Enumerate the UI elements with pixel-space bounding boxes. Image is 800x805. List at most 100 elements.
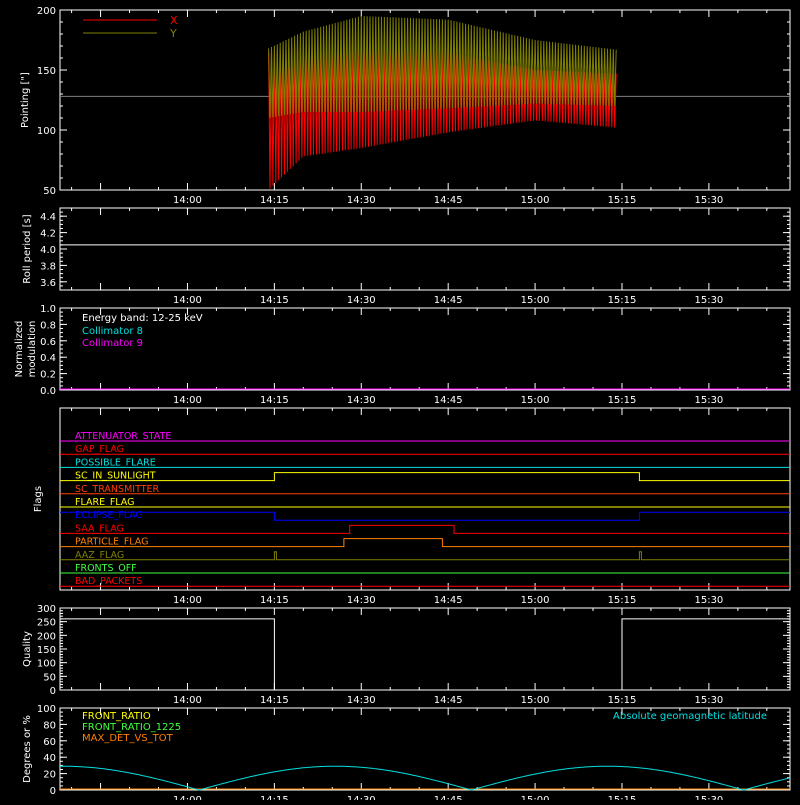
flag-label-bad-packets: BAD_PACKETS [75, 576, 142, 587]
pointing-xtick-label: 15:30 [694, 195, 723, 206]
geo-xtick-label: 15:30 [694, 795, 723, 800]
geo-ytick-label: 0 [50, 786, 56, 797]
roll-axes-frame [59, 207, 791, 291]
geo-ytick-label: 80 [43, 720, 56, 731]
pointing-ytick-label: 200 [37, 6, 56, 17]
modulation-xtick-label: 14:15 [260, 395, 289, 406]
flag-label-possible-flare: POSSIBLE_FLARE [75, 457, 156, 468]
roll-xtick-label: 14:00 [173, 295, 202, 306]
quality-xtick-label: 15:00 [521, 695, 550, 706]
flags-xtick-label: 14:45 [434, 595, 463, 606]
quality-ylabel: Quality [22, 631, 33, 667]
modulation-ytick-label: 0.4 [40, 353, 56, 364]
flags-xtick-label: 14:00 [173, 595, 202, 606]
geo-legend-front-ratio: FRONT_RATIO [82, 711, 151, 722]
modulation-ytick-label: 0.8 [40, 320, 56, 331]
pointing-ylabel: Pointing ["] [20, 72, 31, 128]
modulation-xtick-label: 14:30 [347, 395, 376, 406]
geo-legend-front-ratio-1225: FRONT_RATIO_1225 [82, 722, 181, 733]
flags-xtick-label: 14:30 [347, 595, 376, 606]
modulation-xtick-label: 15:30 [694, 395, 723, 406]
geo-ylabel: Degrees or % [22, 715, 33, 783]
modulation-ylabel-line1: Normalized [14, 321, 25, 378]
flag-series-saa-flag [60, 524, 790, 534]
roll-xtick-label: 15:00 [521, 295, 550, 306]
flag-label-eclipse-flag: ECLIPSE_FLAG [75, 510, 143, 521]
geo-xtick-label: 15:15 [608, 795, 637, 800]
flag-label-saa-flag: SAA_FLAG [75, 523, 124, 534]
flag-series-sc-in-sunlight [60, 472, 790, 482]
geo-legend-max-det-vs-tot: MAX_DET_VS_TOT [82, 733, 174, 744]
roll-ytick-label: 3.6 [40, 278, 56, 289]
modulation-xtick-label: 14:45 [434, 395, 463, 406]
quality-xtick-label: 15:30 [694, 695, 723, 706]
roll-xtick-label: 14:45 [434, 295, 463, 306]
modulation-xtick-label: 15:15 [608, 395, 637, 406]
flag-series-aaz-flag [60, 551, 790, 561]
roll-xtick-label: 15:15 [608, 295, 637, 306]
pointing-ytick-label: 100 [37, 126, 56, 137]
roll-ytick-label: 4.4 [40, 212, 56, 223]
modulation-ytick-label: 0.2 [40, 370, 56, 381]
roll-xtick-label: 14:30 [347, 295, 376, 306]
pointing-xtick-label: 14:45 [434, 195, 463, 206]
quality-ytick-label: 0 [50, 686, 56, 697]
pointing-legend-label-x: X [170, 14, 178, 27]
flag-series-eclipse-flag [60, 511, 790, 521]
geo-series-latitude [60, 765, 791, 791]
modulation-ytick-label: 1.0 [40, 304, 56, 315]
modulation-ylabel-line2: modulation [27, 321, 38, 378]
modulation-legend-8: Collimator 8 [82, 326, 143, 337]
geo-xtick-label: 14:15 [260, 795, 289, 800]
geo-ytick-label: 60 [43, 737, 56, 748]
quality-ytick-label: 150 [37, 645, 56, 656]
quality-ytick-label: 300 [37, 604, 56, 615]
flag-label-sc-transmitter: SC_TRANSMITTER [75, 484, 160, 495]
flag-label-particle-flag: PARTICLE_FLAG [75, 537, 148, 548]
pointing-ytick-label: 50 [43, 186, 56, 197]
pointing-axes-frame [59, 9, 791, 191]
quality-series [60, 618, 790, 691]
modulation-xtick-label: 14:00 [173, 395, 202, 406]
modulation-ytick-label: 0.0 [40, 386, 56, 397]
quality-axes-frame [59, 607, 791, 691]
geo-ytick-label: 40 [43, 753, 56, 764]
geo-xtick-label: 15:00 [521, 795, 550, 800]
quality-ytick-label: 100 [37, 659, 56, 670]
quality-xtick-label: 14:15 [260, 695, 289, 706]
quality-xtick-label: 14:00 [173, 695, 202, 706]
pointing-xtick-label: 14:00 [173, 195, 202, 206]
pointing-xtick-label: 14:30 [347, 195, 376, 206]
flag-series-particle-flag [60, 538, 790, 548]
quality-ytick-label: 200 [37, 631, 56, 642]
flag-label-fronts-off: FRONTS_OFF [75, 563, 137, 574]
modulation-annotation: Energy band: 12-25 keV [82, 313, 203, 324]
quality-ytick-label: 250 [37, 618, 56, 629]
quality-xtick-label: 14:30 [347, 695, 376, 706]
flags-ylabel: Flags [33, 486, 44, 512]
flag-label-attenuator-state: ATTENUATOR_STATE [75, 431, 171, 442]
pointing-xtick-label: 15:15 [608, 195, 637, 206]
flags-xtick-label: 15:00 [521, 595, 550, 606]
roll-ytick-label: 3.8 [40, 261, 56, 272]
roll-ytick-label: 4.2 [40, 229, 56, 240]
quality-xtick-label: 15:15 [608, 695, 637, 706]
roll-xtick-label: 15:30 [694, 295, 723, 306]
quality-xtick-label: 14:45 [434, 695, 463, 706]
flags-axes-frame [59, 407, 791, 591]
flag-label-aaz-flag: AAZ_FLAG [75, 550, 124, 561]
flags-xtick-label: 15:15 [608, 595, 637, 606]
geo-xtick-label: 14:30 [347, 795, 376, 800]
modulation-legend-9: Collimator 9 [82, 338, 143, 349]
pointing-legend-label-y: Y [169, 27, 177, 40]
pointing-series-y [268, 15, 617, 118]
flag-label-sc-in-sunlight: SC_IN_SUNLIGHT [75, 471, 156, 482]
geo-xtick-label: 14:00 [173, 795, 202, 800]
modulation-ytick-label: 0.6 [40, 337, 56, 348]
geo-ytick-label: 100 [37, 704, 56, 715]
quality-ytick-label: 50 [43, 672, 56, 683]
flag-label-gap-flag: GAP_FLAG [75, 444, 124, 455]
modulation-xtick-label: 15:00 [521, 395, 550, 406]
